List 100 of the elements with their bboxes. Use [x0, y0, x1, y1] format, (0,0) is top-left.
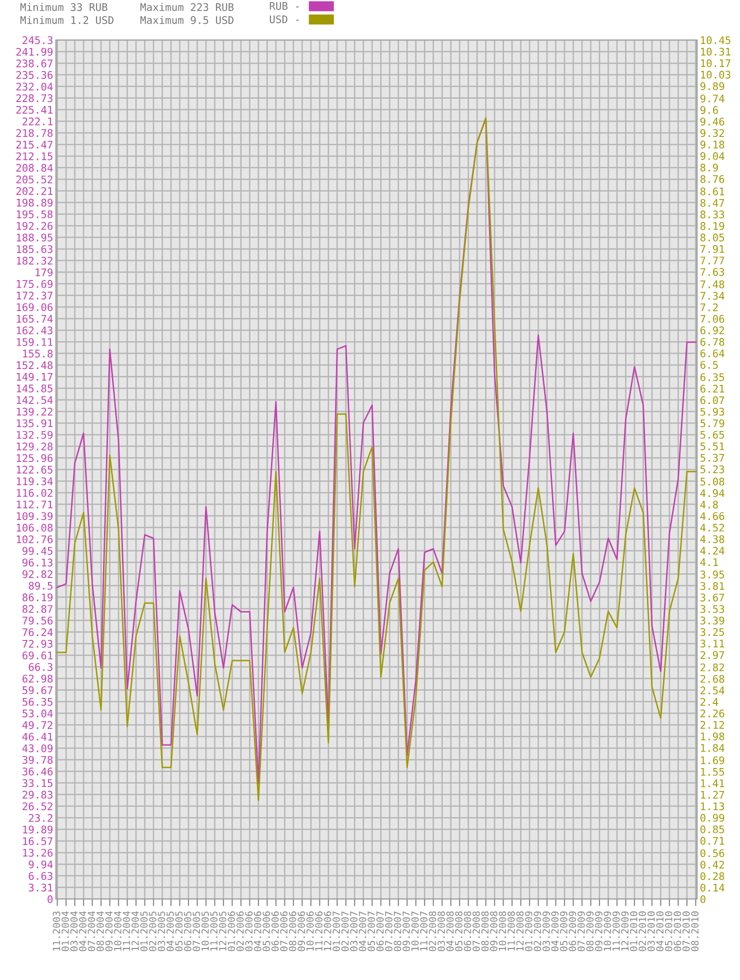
y2-tick-label: 1.27: [701, 790, 724, 799]
y2-tick-label: 2.97: [700, 651, 724, 659]
y2-tick-label: 0.42: [700, 860, 724, 869]
x-tick-label: 04.2006: [254, 911, 262, 952]
x-tick-label: 06.2009: [568, 911, 576, 952]
y-tick-label: 185.63: [16, 245, 52, 254]
y2-tick-label: 0.71: [700, 836, 724, 845]
y2-tick-label: 9.04: [700, 152, 724, 160]
y-tick-label: 89.5: [28, 582, 52, 590]
y2-tick-label: 6.78: [700, 338, 724, 346]
x-tick-label: 02.2010: [638, 911, 646, 952]
y-tick-label: 49.72: [22, 721, 52, 730]
y-tick-label: 122.65: [16, 466, 52, 474]
y2-tick-label: 9.89: [700, 82, 724, 90]
legend-label: USD -: [270, 15, 299, 24]
y2-tick-label: 3.11: [700, 640, 724, 648]
x-tick-label: 10.2005: [201, 912, 209, 951]
y-tick-label: 222.1: [22, 117, 53, 126]
x-tick-label: 11.2007: [420, 912, 428, 951]
x-tick-label: 01.2010: [630, 911, 638, 952]
y-tick-label: 205.52: [16, 176, 52, 184]
x-tick-label: 07.2006: [280, 911, 288, 952]
x-tick-label: 04.2008: [446, 911, 454, 952]
x-tick-label: 08.2010: [691, 911, 699, 952]
y-tick-label: 53.04: [22, 710, 53, 718]
y-tick-label: 235.36: [16, 71, 53, 79]
y2-tick-label: 8.05: [700, 234, 724, 242]
x-tick-label: 08.2006: [288, 911, 296, 952]
x-tick-label: 07.2008: [472, 911, 480, 952]
x-tick-label: 02.2005: [149, 912, 156, 952]
y-tick-label: 182.32: [16, 256, 52, 265]
y2-tick-label: 6.35: [700, 373, 724, 382]
y2-tick-label: 9.32: [700, 129, 724, 138]
y2-tick-label: 0.56: [700, 849, 724, 858]
y-tick-label: 86.19: [22, 593, 53, 602]
x-tick-label: 11.2006: [315, 911, 323, 951]
x-tick-label: 10.2006: [306, 911, 314, 951]
y2-tick-label: 6.64: [700, 349, 724, 358]
x-tick-label: 05.2009: [560, 911, 568, 952]
y2-tick-label: 6.21: [700, 384, 724, 393]
y-tick-label: 76.24: [22, 628, 53, 636]
x-tick-label: 09.2008: [490, 911, 498, 952]
y2-tick-label: 0.14: [700, 884, 724, 892]
y2-tick-label: 9.46: [700, 118, 724, 126]
y-tick-label: 135.91: [16, 419, 53, 428]
x-tick-label: 02.2006: [236, 911, 244, 952]
x-tick-label: 05.2007: [368, 912, 375, 952]
y-tick-label: 162.43: [16, 326, 52, 334]
y-tick-label: 145.85: [16, 384, 52, 392]
y-tick-label: 165.74: [16, 314, 53, 323]
y2-tick-label: 3.81: [700, 582, 724, 590]
x-tick-label: 09.2004: [105, 911, 113, 952]
y-tick-label: 215.47: [16, 140, 52, 149]
x-tick-label: 10.2007: [411, 912, 419, 951]
x-tick-label: 12.2008: [516, 911, 524, 951]
x-tick-label: 05.2005: [175, 912, 183, 952]
y-tick-label: 198.89: [16, 198, 53, 207]
x-tick-label: 12.2004: [132, 911, 139, 951]
x-tick-label: 01.2005: [140, 912, 148, 952]
x-tick-label: 12.2006: [324, 911, 332, 951]
y-tick-label: 195.58: [16, 210, 53, 218]
y-tick-label: 62.98: [22, 674, 53, 683]
y2-tick-label: 0.28: [700, 872, 724, 880]
y-tick-label: 139.22: [16, 408, 52, 416]
x-tick-label: 01.2004: [62, 911, 69, 952]
y-tick-label: 59.67: [22, 686, 52, 694]
y2-tick-label: 1.41: [701, 779, 724, 788]
y2-tick-label: 4.8: [700, 500, 718, 509]
x-tick-label: 02.2008: [428, 911, 436, 952]
x-tick-label: 10.2008: [498, 911, 506, 951]
y2-tick-label: 3.39: [700, 616, 724, 624]
y-tick-label: 16.57: [23, 837, 52, 846]
y-tick-label: 152.48: [16, 361, 53, 370]
y-tick-label: 56.35: [22, 698, 52, 706]
x-tick-label: 05.2010: [664, 911, 672, 952]
y2-tick-label: 9.6: [700, 106, 718, 114]
y-tick-label: 159.11: [16, 338, 53, 346]
y2-tick-label: 1.84: [701, 744, 724, 752]
y-tick-label: 92.82: [22, 570, 52, 578]
y-tick-label: 19.89: [23, 826, 53, 834]
x-tick-label: 09.2007: [402, 912, 410, 952]
y2-tick-label: 10.31: [701, 48, 730, 56]
text: Minimum 33 RUB: [20, 2, 108, 12]
y-tick-label: 46.41: [22, 732, 53, 741]
y2-tick-label: 8.19: [700, 222, 724, 230]
x-tick-label: 07.2010: [682, 911, 690, 952]
y-tick-label: 23.2: [28, 814, 52, 822]
x-tick-label: 10.2004: [114, 911, 122, 951]
x-tick-label: 04.2007: [358, 912, 366, 952]
x-tick-label: 06.2010: [674, 911, 682, 952]
y-tick-label: 208.84: [16, 164, 53, 172]
y2-tick-label: 1.69: [701, 756, 724, 764]
y-tick-label: 119.34: [16, 477, 53, 486]
x-tick-label: 10.2009: [604, 911, 612, 951]
y2-tick-label: 2.82: [700, 663, 724, 672]
y2-tick-label: 5.65: [700, 430, 724, 439]
y-tick-label: 179: [36, 268, 53, 276]
y2-tick-label: 1.98: [701, 732, 724, 740]
y-tick-label: 36.46: [22, 768, 53, 776]
y-tick-label: 29.83: [22, 790, 52, 799]
